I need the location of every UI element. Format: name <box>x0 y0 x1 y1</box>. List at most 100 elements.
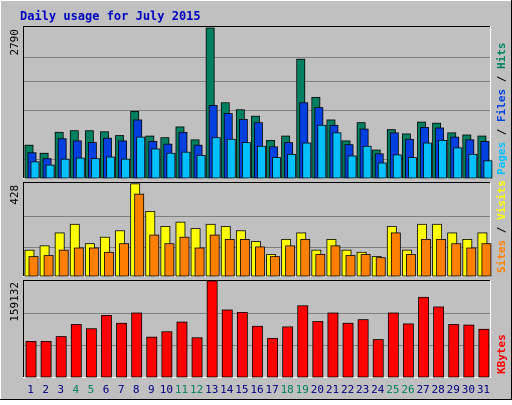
x-label-day-25: 25 <box>386 383 399 396</box>
x-label-day-20: 20 <box>311 383 324 396</box>
bar-sites-day-22 <box>345 255 356 277</box>
x-label-day-16: 16 <box>250 383 263 396</box>
bar-pages-day-3 <box>60 158 70 179</box>
bar-kbytes-day-31 <box>478 328 490 378</box>
bar-kbytes-day-8 <box>131 312 143 378</box>
legend-entry- /: / <box>495 69 508 89</box>
bar-sites-day-23 <box>360 254 371 277</box>
bar-kbytes-day-25 <box>387 312 399 378</box>
bar-pages-day-17 <box>272 157 281 179</box>
bar-sites-day-31 <box>481 243 492 277</box>
bar-pages-day-11 <box>181 151 191 179</box>
x-label-day-11: 11 <box>175 383 188 396</box>
y-max-label: 428 <box>8 185 21 205</box>
bar-pages-day-26 <box>408 157 417 179</box>
x-label-day-26: 26 <box>401 383 414 396</box>
bar-sites-day-1 <box>28 256 39 277</box>
chart-panels: 2790 Pages / Files / Hits 428 Sites / Visit… <box>8 26 508 378</box>
bar-pages-day-20 <box>317 124 327 179</box>
bar-sites-day-17 <box>270 256 280 277</box>
x-label-day-3: 3 <box>57 383 64 396</box>
bar-pages-day-13 <box>211 137 221 179</box>
bar-kbytes-day-9 <box>146 336 158 378</box>
x-label-day-13: 13 <box>205 383 218 396</box>
bar-pages-day-28 <box>438 139 448 179</box>
x-label-day-5: 5 <box>88 383 95 396</box>
bar-kbytes-day-14 <box>221 309 233 378</box>
legend-entry- /: / <box>495 122 508 142</box>
legend-entry-pages: Pages <box>495 142 508 175</box>
x-label-day-1: 1 <box>27 383 34 396</box>
bar-sites-day-21 <box>330 245 341 277</box>
bar-kbytes-day-17 <box>267 337 278 378</box>
bar-sites-day-27 <box>421 238 431 277</box>
bar-pages-day-30 <box>468 153 478 179</box>
bar-pages-day-4 <box>75 157 85 179</box>
x-label-day-14: 14 <box>220 383 234 396</box>
bar-sites-day-11 <box>179 236 190 277</box>
bar-kbytes-day-28 <box>433 306 445 378</box>
x-label-day-10: 10 <box>160 383 173 396</box>
x-label-day-27: 27 <box>416 383 429 396</box>
panel-kbytes: 159132 KBytes <box>8 280 508 378</box>
x-axis-labels: 1 2 3 4 5 6 7 8 9 10 11 12 13 14 15 16 17 18 19 20 21 22 23 24 2… <box>27 383 490 396</box>
bar-sites-day-6 <box>104 251 114 277</box>
bar-pages-day-9 <box>151 148 161 179</box>
bar-pages-day-25 <box>392 154 402 179</box>
bar-pages-day-5 <box>90 158 100 179</box>
chart-title: Daily usage for July 2015 <box>20 9 201 23</box>
bar-kbytes-day-12 <box>191 337 203 378</box>
bar-pages-day-21 <box>332 132 342 179</box>
bar-pages-day-23 <box>362 145 372 179</box>
bar-sites-day-10 <box>164 243 175 277</box>
bar-sites-day-18 <box>285 245 296 277</box>
bar-pages-day-31 <box>483 160 493 179</box>
y-max-label: 159132 <box>8 282 21 322</box>
bar-pages-day-22 <box>347 155 357 179</box>
panel-visits-sites: 428 Sites / Visits <box>8 180 508 277</box>
bar-pages-day-7 <box>121 158 130 179</box>
bar-pages-day-15 <box>241 142 251 179</box>
x-label-day-18: 18 <box>281 383 294 396</box>
x-label-day-9: 9 <box>148 383 155 396</box>
bar-sites-day-24 <box>375 257 386 277</box>
y-max-label: 2790 <box>8 29 21 55</box>
legend-entry-hits: Hits <box>495 43 508 70</box>
bar-sites-day-15 <box>239 238 250 277</box>
x-label-day-12: 12 <box>190 383 203 396</box>
bar-kbytes-day-29 <box>448 324 460 378</box>
bar-sites-day-2 <box>43 255 54 277</box>
bar-kbytes-day-22 <box>342 322 354 378</box>
bar-sites-day-26 <box>406 254 416 277</box>
bar-kbytes-day-4 <box>70 324 82 378</box>
bar-pages-day-1 <box>30 161 40 179</box>
bar-sites-day-14 <box>224 238 235 277</box>
legend-entry- /: / <box>495 220 508 240</box>
bar-kbytes-day-16 <box>252 325 263 378</box>
x-label-day-7: 7 <box>118 383 125 396</box>
bar-sites-day-16 <box>255 246 265 277</box>
bar-pages-day-16 <box>257 145 266 179</box>
bar-kbytes-day-11 <box>176 321 188 378</box>
bar-kbytes-day-10 <box>161 331 173 378</box>
bar-sites-day-20 <box>315 254 326 277</box>
legend-entry-sites: Sites <box>495 240 508 273</box>
bar-sites-day-4 <box>73 247 84 277</box>
legend-visits-sites: Sites / Visits <box>495 180 508 273</box>
legend-kbytes: KBytes <box>495 334 508 374</box>
legend-entry-files: Files <box>495 89 508 122</box>
legend-entry-visits: Visits <box>495 180 508 220</box>
bar-pages-day-12 <box>196 155 206 179</box>
bar-kbytes-day-30 <box>463 324 475 378</box>
x-label-day-2: 2 <box>42 383 49 396</box>
x-label-day-29: 29 <box>447 383 460 396</box>
bar-kbytes-day-6 <box>101 315 112 378</box>
bar-pages-day-6 <box>106 156 115 179</box>
bar-kbytes-day-21 <box>327 312 339 378</box>
x-label-day-30: 30 <box>462 383 475 396</box>
bar-kbytes-day-19 <box>297 305 309 378</box>
bar-sites-day-9 <box>149 234 160 277</box>
bar-kbytes-day-20 <box>312 321 324 378</box>
